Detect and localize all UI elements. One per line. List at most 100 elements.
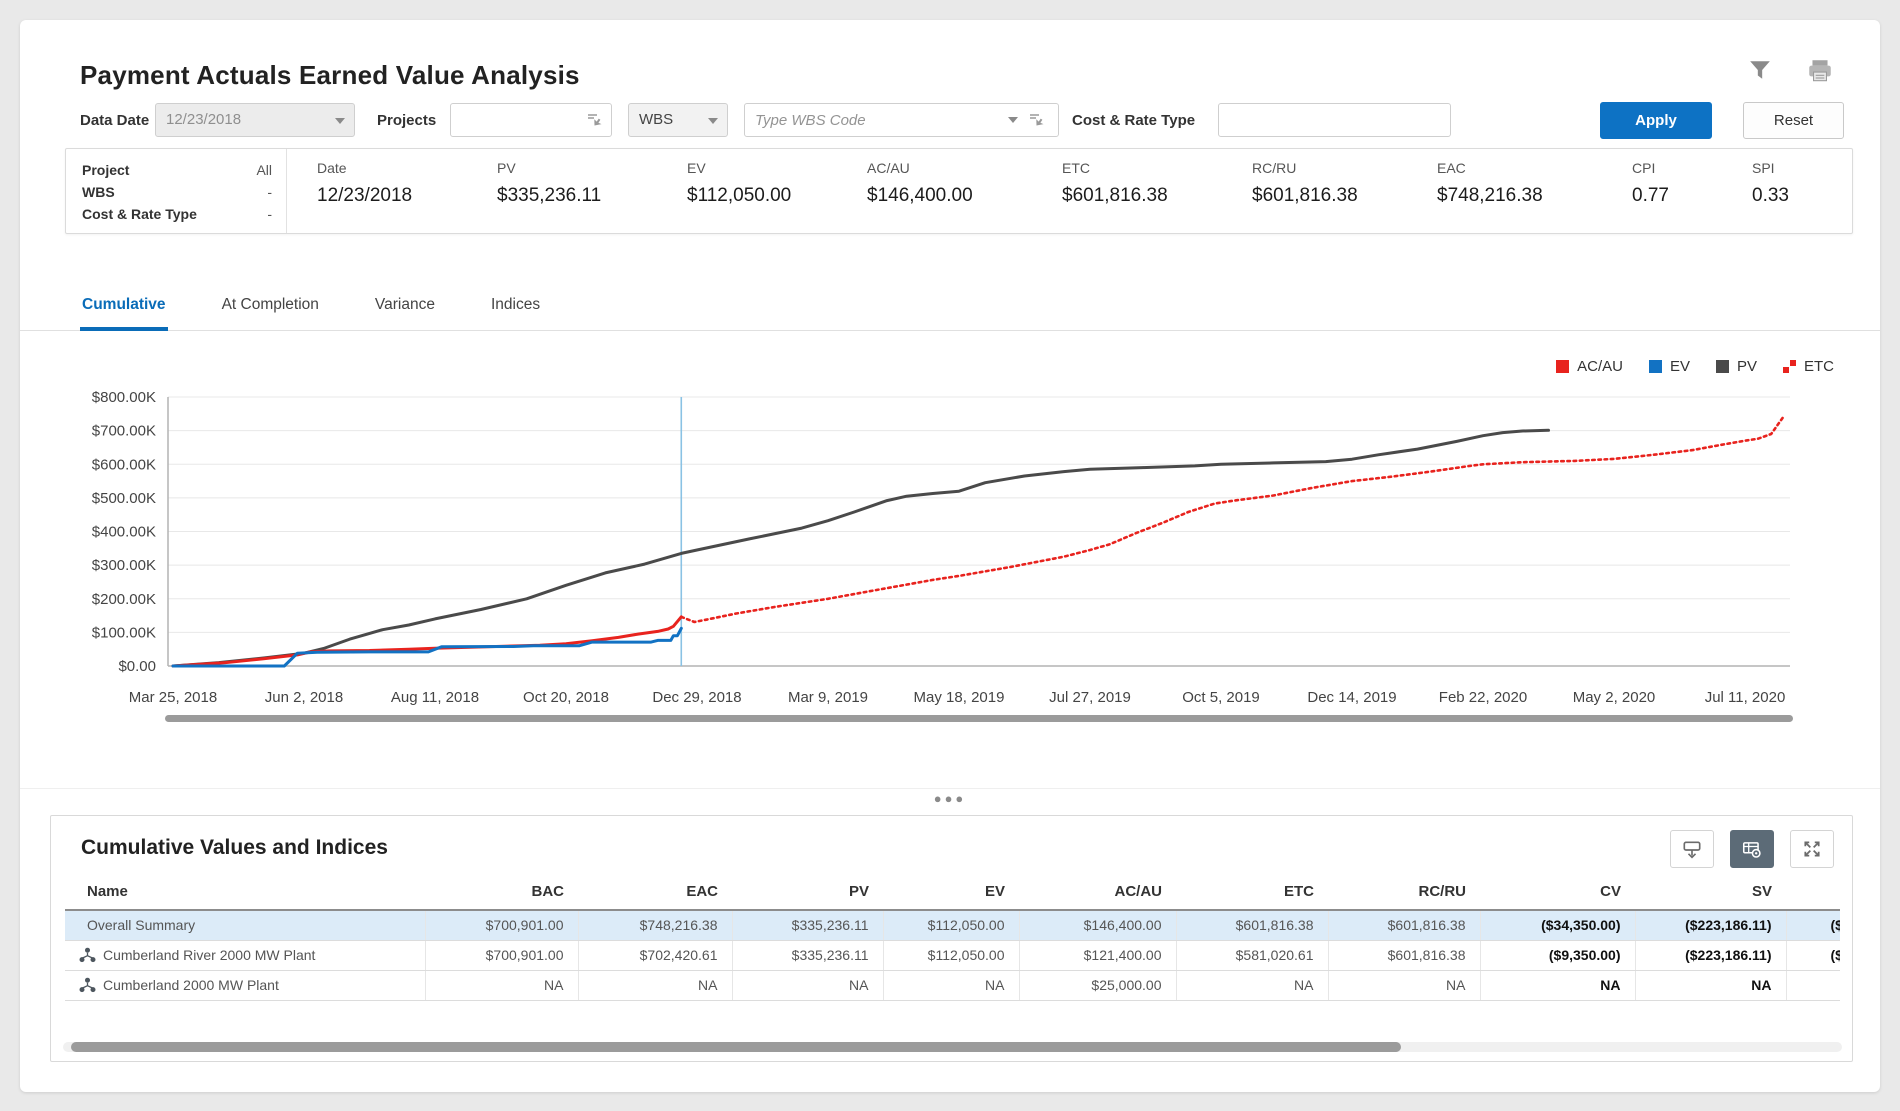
row-name: Cumberland River 2000 MW Plant bbox=[103, 947, 316, 963]
apply-button[interactable]: Apply bbox=[1600, 102, 1712, 139]
x-axis-tick-label: Oct 20, 2018 bbox=[523, 689, 609, 706]
chart-scrollbar-thumb[interactable] bbox=[165, 715, 1793, 722]
column-header-EAC[interactable]: EAC bbox=[578, 878, 732, 911]
scope-label: Project bbox=[82, 162, 130, 178]
legend-swatch-dotted-icon bbox=[1783, 360, 1796, 373]
column-header-EV[interactable]: EV bbox=[883, 878, 1019, 911]
legend-item-pv[interactable]: PV bbox=[1715, 358, 1757, 375]
tab-cumulative[interactable]: Cumulative bbox=[80, 283, 168, 331]
panel-splitter[interactable]: ●●● bbox=[20, 788, 1880, 811]
horizontal-scrollbar-thumb[interactable] bbox=[71, 1042, 1401, 1052]
cell-PV: $335,236.11 bbox=[731, 940, 883, 971]
cost-rate-input[interactable] bbox=[1218, 103, 1451, 137]
horizontal-scrollbar-track[interactable] bbox=[63, 1042, 1842, 1052]
cell-AC/AU: $25,000.00 bbox=[1018, 970, 1176, 1001]
table-row[interactable]: Cumberland River 2000 MW Plant $700,901.0… bbox=[65, 940, 1840, 971]
x-axis-tick-label: Feb 22, 2020 bbox=[1439, 689, 1527, 706]
column-header-ETC[interactable]: ETC bbox=[1176, 878, 1328, 911]
table-row[interactable]: Overall Summary $700,901.00 $748,216.38 $33… bbox=[65, 910, 1840, 941]
x-axis-tick-label: Jun 2, 2018 bbox=[265, 689, 343, 706]
metric-label: AC/AU bbox=[867, 160, 910, 176]
column-header-AC/AU[interactable]: AC/AU bbox=[1019, 878, 1176, 911]
grid-settings-button[interactable] bbox=[1730, 830, 1774, 868]
legend-item-ev[interactable]: EV bbox=[1648, 358, 1690, 375]
metric-column: SPI 0.33 bbox=[1752, 160, 1852, 233]
cell-BAC: NA bbox=[424, 970, 578, 1001]
tab-variance[interactable]: Variance bbox=[374, 296, 435, 313]
legend-swatch-icon bbox=[1715, 360, 1729, 373]
x-axis-tick-label: Dec 29, 2018 bbox=[652, 689, 741, 706]
projects-label: Projects bbox=[377, 112, 437, 129]
expand-icon bbox=[1804, 841, 1820, 857]
legend-item-ac-au[interactable]: AC/AU bbox=[1556, 358, 1623, 375]
tab-at-completion[interactable]: At Completion bbox=[221, 296, 319, 313]
row-name-cell: Cumberland River 2000 MW Plant bbox=[65, 940, 425, 971]
x-axis-tick-label: Jul 11, 2020 bbox=[1705, 689, 1786, 706]
metric-label: ETC bbox=[1062, 160, 1090, 176]
wbs-dropdown-button[interactable]: WBS bbox=[628, 103, 728, 137]
tab-indices[interactable]: Indices bbox=[490, 296, 541, 313]
table-row[interactable]: Cumberland 2000 MW Plant NA NA NA NA $25,000.… bbox=[65, 970, 1840, 1001]
legend-item-etc[interactable]: ETC bbox=[1783, 358, 1834, 375]
tab-strip: Cumulative At Completion Variance Indices bbox=[20, 283, 1880, 331]
row-name-cell: Cumberland 2000 MW Plant bbox=[65, 970, 425, 1001]
y-axis-tick-label: $400.00K bbox=[92, 524, 156, 541]
drag-handle-icon: ●●● bbox=[933, 791, 967, 806]
reset-button[interactable]: Reset bbox=[1743, 102, 1844, 139]
column-header-BAC[interactable]: BAC bbox=[425, 878, 578, 911]
x-axis-tick-label: Mar 9, 2019 bbox=[788, 689, 868, 706]
metric-column: ETC $601,816.38 bbox=[1062, 160, 1252, 233]
expand-button[interactable] bbox=[1790, 830, 1834, 868]
cell-RC/RU: NA bbox=[1327, 970, 1480, 1001]
column-header-RC/RU[interactable]: RC/RU bbox=[1328, 878, 1480, 911]
metric-value: $335,236.11 bbox=[497, 185, 602, 206]
column-header-Name[interactable]: Name bbox=[65, 878, 425, 911]
y-axis-tick-label: $0.00 bbox=[118, 658, 156, 675]
wbs-picker-icon[interactable] bbox=[1028, 111, 1046, 129]
detach-button[interactable] bbox=[1670, 830, 1714, 868]
column-header-SV[interactable]: SV bbox=[1635, 878, 1786, 911]
x-axis-tick-label: Aug 11, 2018 bbox=[391, 689, 479, 706]
metric-value: $146,400.00 bbox=[867, 185, 973, 206]
printer-icon[interactable] bbox=[1806, 58, 1840, 88]
column-header-PV[interactable]: PV bbox=[732, 878, 883, 911]
cell-BAC: $700,901.00 bbox=[424, 940, 578, 971]
cell-SV: ($223,186.11) bbox=[1634, 940, 1786, 971]
grid-table-wrapper: Name BAC EAC PV EV AC/AU ETC RC/RU CV SV Overall S… bbox=[65, 878, 1840, 1001]
summary-scope: Project All WBS - Cost & Rate Type - bbox=[66, 149, 287, 233]
column-header-cut[interactable] bbox=[1786, 878, 1840, 911]
data-date-label: Data Date bbox=[80, 112, 150, 129]
scope-value: - bbox=[267, 184, 272, 200]
data-date-select[interactable]: 12/23/2018 bbox=[155, 103, 355, 137]
y-axis-tick-label: $800.00K bbox=[92, 389, 156, 406]
projects-picker-icon[interactable] bbox=[586, 111, 604, 129]
y-axis-tick-label: $500.00K bbox=[92, 490, 156, 507]
page-card: Payment Actuals Earned Value Analysis Da… bbox=[20, 20, 1880, 1092]
x-axis-tick-label: Mar 25, 2018 bbox=[129, 689, 217, 706]
filter-icon[interactable] bbox=[1748, 58, 1782, 88]
grid-title: Cumulative Values and Indices bbox=[81, 836, 388, 859]
cell-AC/AU: $121,400.00 bbox=[1018, 940, 1176, 971]
scope-row: WBS - bbox=[82, 181, 272, 203]
cell-RC/RU: $601,816.38 bbox=[1327, 940, 1480, 971]
metric-value: 0.77 bbox=[1632, 185, 1669, 206]
summary-panel: Project All WBS - Cost & Rate Type - Date 12/2… bbox=[65, 148, 1853, 234]
cell-EV: $112,050.00 bbox=[882, 940, 1019, 971]
cell-ETC: $601,816.38 bbox=[1175, 910, 1328, 941]
chart-legend: AC/AU EV PV ETC bbox=[1556, 358, 1834, 375]
metric-value: $601,816.38 bbox=[1252, 185, 1358, 206]
row-name: Overall Summary bbox=[87, 917, 196, 934]
x-axis-tick-label: May 18, 2019 bbox=[914, 689, 1005, 706]
detach-icon bbox=[1683, 841, 1701, 859]
projects-input[interactable] bbox=[450, 103, 612, 137]
chevron-down-icon[interactable] bbox=[1008, 117, 1018, 123]
column-header-CV[interactable]: CV bbox=[1480, 878, 1635, 911]
x-axis-tick-label: Oct 5, 2019 bbox=[1182, 689, 1260, 706]
cell-CV: ($9,350.00) bbox=[1479, 940, 1635, 971]
page-title: Payment Actuals Earned Value Analysis bbox=[80, 60, 580, 90]
wbs-code-input[interactable] bbox=[744, 103, 1059, 137]
metric-label: EAC bbox=[1437, 160, 1466, 176]
data-date-value: 12/23/2018 bbox=[166, 111, 242, 128]
metric-column: EAC $748,216.38 bbox=[1437, 160, 1632, 233]
cell-cut: ($ bbox=[1785, 940, 1840, 971]
